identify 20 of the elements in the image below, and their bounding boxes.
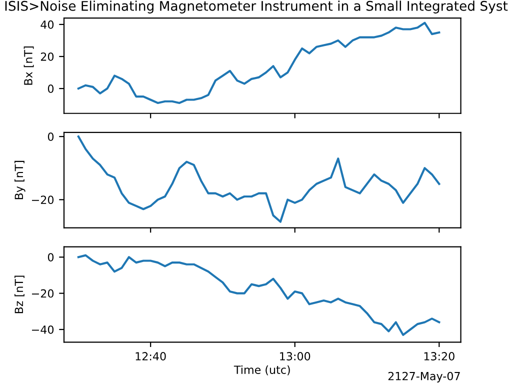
y-axis-title: Bx [nT] <box>24 46 34 85</box>
y-tick-label: −40 <box>32 325 54 334</box>
x-tick-label: 13:20 <box>424 352 454 360</box>
x-tick-label: 13:00 <box>280 352 310 360</box>
y-axis-title: Bz [nT] <box>14 276 24 314</box>
x-tick-label: 12:40 <box>136 352 166 360</box>
line-series <box>77 254 440 336</box>
y-tick-label: 0 <box>48 132 54 141</box>
y-axis-title: By [nT] <box>14 160 26 200</box>
y-tick-label: −20 <box>32 289 54 298</box>
y-tick-label: 20 <box>40 52 54 61</box>
chart-title: ISIS>Noise Eliminating Magnetometer Instrument in a Small Integrated Syst <box>5 0 508 14</box>
x-axis-title: Time (utc) <box>234 365 290 376</box>
line-series <box>77 22 440 104</box>
y-tick-label: 40 <box>40 20 54 29</box>
y-tick-label: 0 <box>48 84 54 93</box>
y-tick-label: 0 <box>48 253 54 262</box>
text: 2127-May-07 <box>388 372 460 382</box>
y-tick-label: −20 <box>32 196 54 204</box>
line-series <box>77 135 440 223</box>
